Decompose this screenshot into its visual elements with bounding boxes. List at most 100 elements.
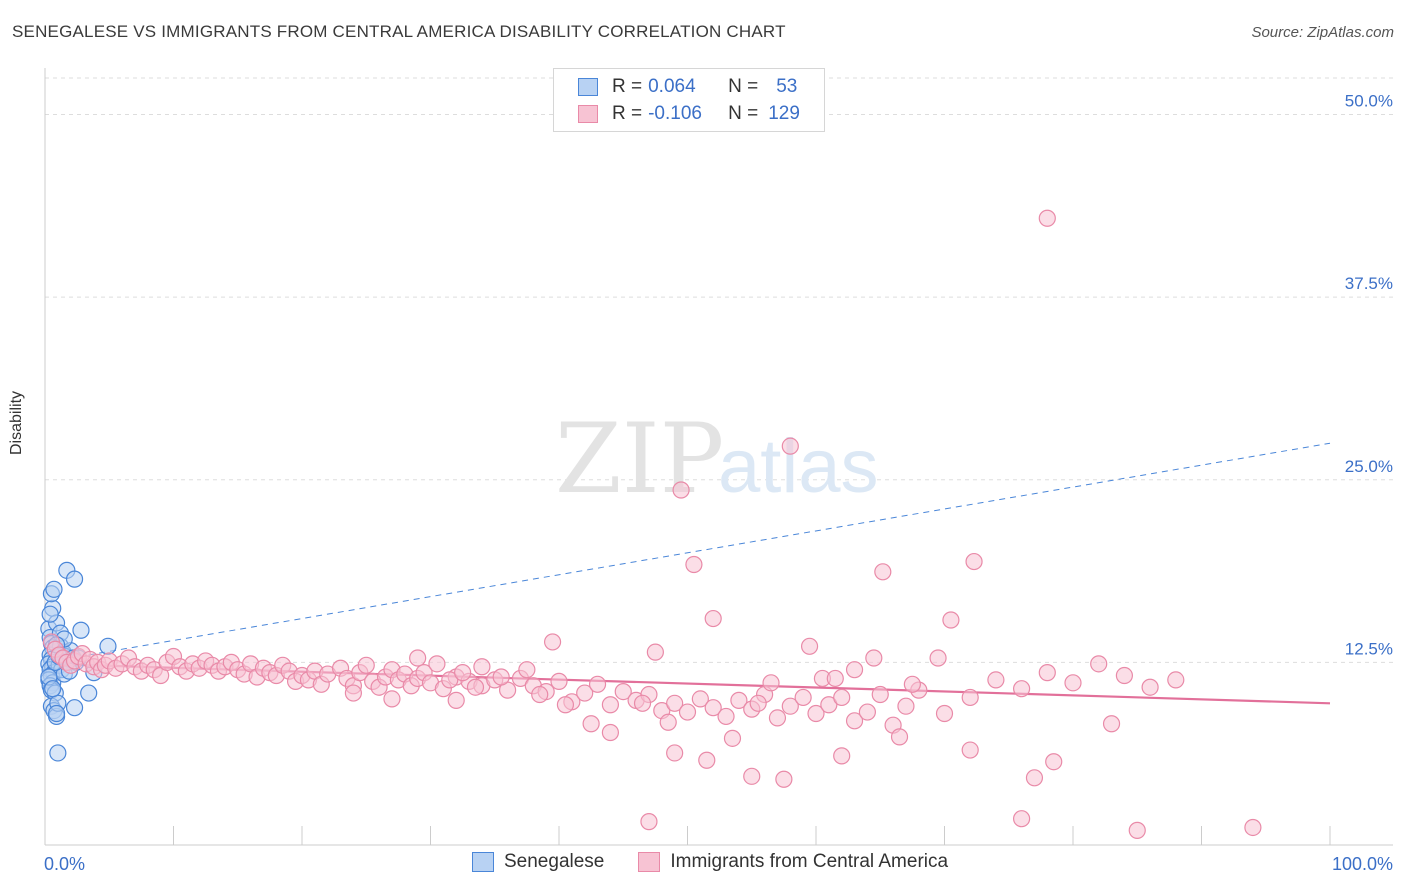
pink-swatch — [578, 105, 598, 123]
data-point-blue — [72, 621, 90, 639]
data-point-pink — [640, 813, 658, 831]
data-point-pink — [441, 671, 459, 689]
data-point-pink — [833, 747, 851, 765]
data-point-pink — [871, 685, 889, 704]
data-point-pink — [691, 690, 709, 708]
n-value: 53 — [776, 76, 798, 97]
pink-swatch — [638, 852, 661, 872]
data-point-pink — [543, 633, 562, 651]
y-tick-label: 50.0% — [1345, 92, 1393, 111]
x-tick-label: 100.0% — [1332, 854, 1393, 874]
tick-labels: 12.5% 25.0% 37.5% 50.0% 0.0% 100.0% — [44, 92, 1393, 874]
data-point-pink — [1141, 678, 1159, 696]
data-point-pink — [775, 770, 793, 788]
data-point-pink — [1090, 655, 1108, 673]
data-point-pink — [473, 658, 491, 676]
blue-swatch — [472, 852, 494, 872]
data-point-pink — [633, 694, 652, 712]
grid-lines — [45, 77, 1393, 663]
data-point-blue — [65, 570, 84, 588]
data-point-pink — [749, 694, 767, 712]
axes — [44, 68, 1393, 846]
data-point-pink — [942, 611, 960, 629]
data-point-pink — [518, 661, 536, 679]
data-point-pink — [531, 685, 549, 704]
data-point-pink — [1244, 818, 1262, 837]
data-point-pink — [1115, 666, 1134, 685]
data-points — [40, 209, 1262, 839]
data-point-blue — [44, 680, 62, 698]
y-tick-label: 12.5% — [1345, 639, 1393, 658]
data-point-pink — [1025, 769, 1044, 787]
data-point-pink — [344, 684, 362, 702]
data-point-pink — [1128, 821, 1146, 839]
data-point-pink — [704, 609, 722, 628]
blue-swatch — [578, 78, 598, 96]
data-point-pink — [666, 694, 684, 712]
y-tick-label: 25.0% — [1345, 457, 1393, 476]
data-point-pink — [409, 649, 427, 667]
data-point-pink — [965, 552, 983, 571]
data-point-pink — [800, 637, 819, 655]
data-point-pink — [601, 723, 620, 742]
data-point-blue — [45, 580, 63, 598]
data-point-pink — [987, 671, 1005, 689]
n-value: 129 — [768, 103, 800, 124]
data-point-pink — [781, 697, 799, 715]
data-point-pink — [698, 751, 716, 769]
data-point-pink — [723, 729, 742, 747]
data-point-pink — [383, 690, 401, 708]
data-point-pink — [897, 697, 915, 715]
data-point-pink — [588, 675, 607, 693]
n-label: N = — [728, 103, 759, 124]
legend-item-central-america[interactable]: Immigrants from Central America — [638, 851, 948, 873]
r-label: R = — [612, 76, 643, 97]
data-point-pink — [1012, 680, 1031, 698]
data-point-pink — [845, 661, 864, 679]
x-tick-label: 0.0% — [44, 854, 85, 874]
data-point-blue — [65, 699, 84, 717]
source-label: Source: ZipAtlas.com — [1251, 24, 1394, 41]
data-point-pink — [601, 696, 620, 714]
data-point-pink — [556, 696, 575, 714]
data-point-pink — [929, 649, 947, 667]
data-point-pink — [550, 672, 568, 690]
data-point-pink — [672, 481, 690, 499]
data-point-pink — [826, 669, 844, 688]
data-point-pink — [874, 563, 892, 581]
stats-row-senegalese: R = 0.064 N = 53 — [578, 75, 797, 99]
data-point-pink — [890, 728, 909, 746]
data-point-pink — [582, 715, 600, 733]
data-point-pink — [903, 675, 921, 693]
chart-title: SENEGALESE VS IMMIGRANTS FROM CENTRAL AM… — [12, 22, 786, 41]
data-point-pink — [762, 674, 780, 692]
data-point-pink — [717, 707, 735, 726]
data-point-pink — [781, 437, 799, 455]
data-point-blue — [49, 744, 67, 762]
data-point-pink — [1038, 209, 1056, 227]
data-point-pink — [768, 709, 787, 727]
data-point-pink — [961, 688, 979, 707]
legend-item-senegalese[interactable]: Senegalese — [472, 851, 604, 873]
data-point-pink — [833, 688, 851, 707]
watermark-atlas: atlas — [718, 424, 879, 509]
data-point-pink — [614, 682, 632, 701]
data-point-pink — [807, 704, 825, 723]
data-point-pink — [1045, 753, 1063, 771]
data-point-pink — [961, 741, 979, 759]
stats-row-central-america: R = -0.106 N = 129 — [578, 102, 800, 126]
y-axis-label: Disability — [8, 390, 25, 455]
r-value: 0.064 — [648, 76, 696, 97]
r-value: -0.106 — [648, 103, 702, 124]
data-point-pink — [685, 555, 703, 574]
legend-label: Immigrants from Central America — [670, 851, 949, 872]
data-point-pink — [466, 678, 485, 696]
data-point-pink — [1102, 715, 1121, 733]
series-legend: Senegalese Immigrants from Central Ameri… — [472, 851, 982, 873]
data-point-pink — [1012, 810, 1031, 828]
data-point-pink — [492, 668, 510, 686]
data-point-pink — [730, 691, 748, 709]
data-point-pink — [704, 699, 722, 717]
data-point-pink — [646, 643, 664, 661]
data-point-pink — [447, 691, 465, 709]
